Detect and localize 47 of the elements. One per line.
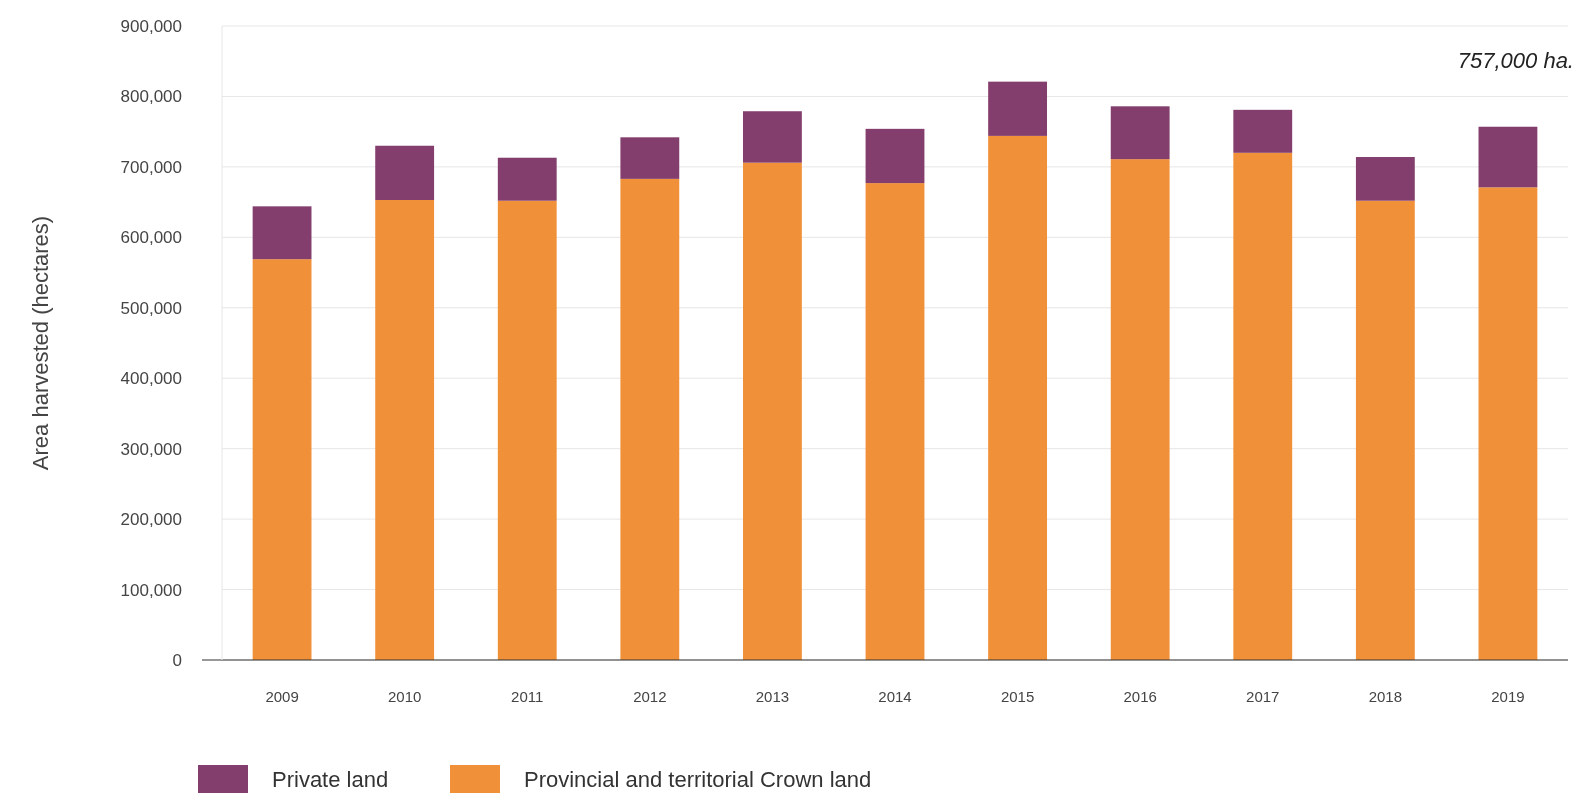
bar — [742, 162, 802, 660]
y-tick-label: 700,000 — [120, 157, 182, 177]
y-tick-label: 800,000 — [120, 87, 182, 107]
bar — [742, 111, 802, 163]
x-tick-label: 2017 — [1246, 688, 1280, 705]
x-tick-label: 2010 — [387, 688, 422, 705]
legend-label: Provincial and territorial Crown land — [524, 766, 872, 792]
y-axis-title: Area harvested (hectares) — [28, 215, 53, 471]
y-tick-label: 300,000 — [120, 439, 182, 459]
annotation: 757,000 ha. — [1457, 48, 1574, 73]
bar — [865, 128, 925, 184]
y-tick-label: 100,000 — [120, 580, 182, 600]
bar — [1233, 109, 1293, 153]
bar — [497, 200, 557, 660]
bar — [1478, 187, 1538, 660]
y-tick-label: 500,000 — [120, 298, 182, 318]
x-tick-label: 2009 — [265, 688, 299, 705]
bar — [375, 200, 435, 660]
y-tick-label: 200,000 — [120, 510, 182, 530]
bar — [1355, 200, 1415, 660]
bar — [620, 178, 680, 660]
bar — [1233, 152, 1293, 660]
bar — [865, 183, 925, 660]
legend-label: Private land — [272, 766, 389, 792]
bar — [620, 137, 680, 179]
x-tick-label: 2018 — [1368, 688, 1403, 705]
bar — [1478, 126, 1538, 188]
bar — [1355, 157, 1415, 201]
x-tick-label: 2015 — [1000, 688, 1035, 705]
x-tick-label: 2014 — [878, 688, 912, 705]
bar — [375, 145, 435, 200]
x-tick-label: 2013 — [755, 688, 790, 705]
bar — [1110, 106, 1170, 160]
bar — [988, 135, 1048, 660]
y-tick-label: 0 — [172, 650, 182, 670]
x-tick-label: 2019 — [1491, 688, 1525, 705]
bar — [988, 81, 1048, 136]
x-tick-label: 2016 — [1123, 688, 1157, 705]
x-tick-label: 2012 — [633, 688, 667, 705]
x-tick-label: 2011 — [511, 688, 544, 705]
y-tick-label: 600,000 — [120, 228, 182, 248]
y-tick-label: 900,000 — [120, 16, 182, 36]
y-tick-label: 400,000 — [120, 369, 182, 389]
bar — [252, 259, 312, 660]
bar — [497, 157, 557, 201]
bar — [1110, 159, 1170, 660]
bar — [252, 206, 312, 260]
